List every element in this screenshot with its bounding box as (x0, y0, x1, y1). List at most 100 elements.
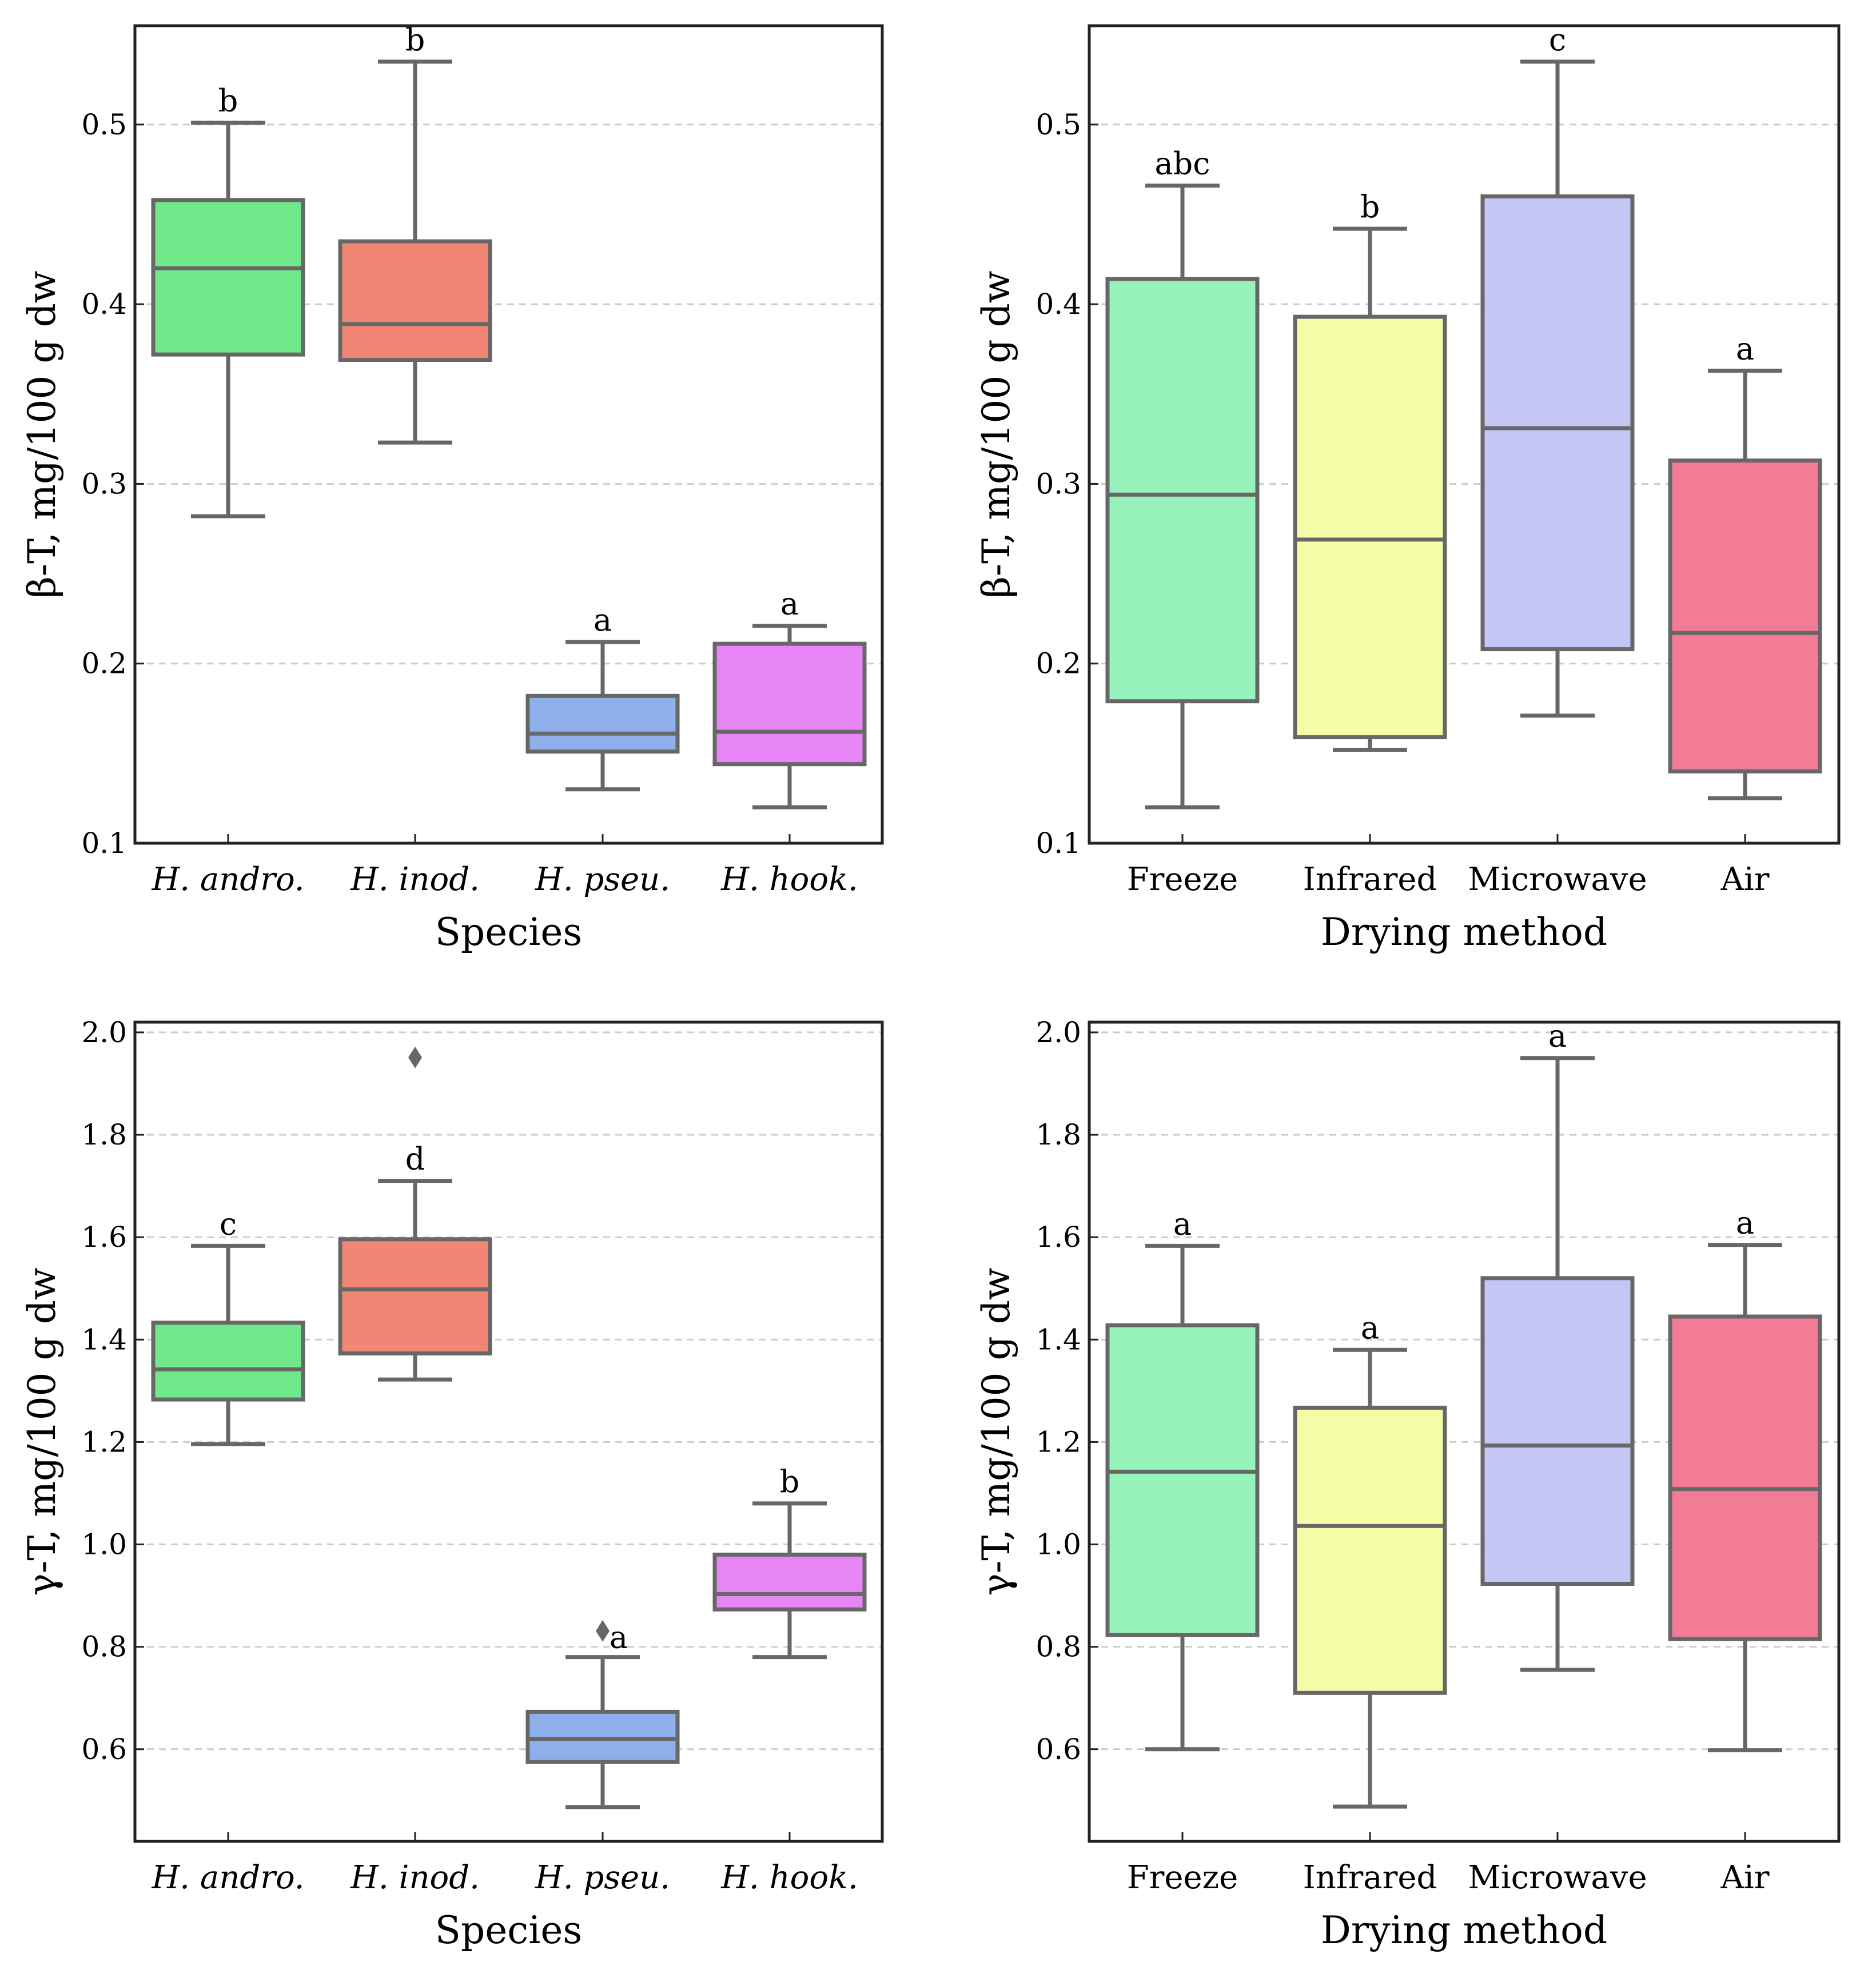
y-tick-label: 0.3 (1035, 467, 1081, 500)
x-tick-label: H. andro. (151, 1859, 304, 1896)
x-axis-title: Drying method (1321, 1908, 1607, 1952)
significance-label: a (780, 586, 799, 622)
y-tick-label: 1.4 (81, 1323, 127, 1356)
significance-label: a (1173, 1206, 1192, 1242)
y-tick-label: 2.0 (81, 1016, 127, 1049)
y-axis-title: γ-T, mg/100 g dw (20, 1267, 64, 1596)
x-axis-title: Drying method (1321, 910, 1607, 954)
significance-label: a (1548, 1018, 1567, 1054)
chart-panel: 0.6 0.8 1.0 1.2 1.4 1.6 1.8 2.0 a Freeze a Infrared… (974, 1016, 1841, 1952)
iqr-box (1105, 1323, 1260, 1637)
x-tick-label: Freeze (1127, 861, 1238, 898)
iqr-box (712, 641, 867, 767)
x-tick-label: H. inod. (350, 1859, 480, 1896)
significance-label: c (1549, 22, 1566, 58)
significance-label: b (405, 22, 425, 58)
significance-label: a (1361, 1310, 1379, 1346)
box-plot: a (525, 602, 680, 792)
significance-label: c (220, 1206, 237, 1242)
y-tick-label: 0.6 (1035, 1733, 1081, 1766)
iqr-box (1480, 1276, 1635, 1586)
significance-label: a (594, 602, 612, 638)
y-tick-label: 1.6 (81, 1221, 127, 1254)
plot-frame (133, 24, 884, 845)
x-tick-label: Freeze (1127, 1859, 1238, 1896)
y-tick-label: 0.1 (1035, 827, 1081, 860)
y-tick-label: 0.1 (81, 827, 127, 860)
iqr-box (151, 1321, 305, 1402)
plot-frame (1088, 24, 1841, 845)
iqr-box (525, 693, 680, 754)
y-axis-title: β-T, mg/100 g dw (20, 271, 64, 599)
iqr-box (1105, 277, 1260, 704)
significance-label: a (1736, 1205, 1754, 1241)
iqr-box (1668, 458, 1822, 773)
box-plot: b (712, 1463, 867, 1660)
box-plot: a (1105, 1206, 1260, 1752)
box-plot: a (1293, 1310, 1447, 1809)
box-plot: c (1480, 22, 1635, 718)
box-plot: b (151, 83, 305, 519)
x-tick-label: Microwave (1468, 1859, 1647, 1896)
significance-label: b (1360, 189, 1380, 225)
y-tick-label: 0.5 (1035, 108, 1081, 141)
y-tick-label: 1.0 (81, 1528, 127, 1561)
x-tick-label: Infrared (1303, 1859, 1437, 1896)
x-tick-label: H. andro. (151, 861, 304, 898)
box-plot: a (525, 1620, 680, 1809)
chart-panel: 0.1 0.2 0.3 0.4 0.5 b H. andro. b H. inod. a H. ps… (20, 22, 884, 954)
iqr-box (151, 198, 305, 357)
y-axis-title: β-T, mg/100 g dw (974, 271, 1018, 599)
y-tick-label: 1.2 (81, 1425, 127, 1458)
outlier-marker (408, 1046, 422, 1068)
box-plot: b (1293, 189, 1447, 752)
y-tick-label: 0.8 (1035, 1630, 1081, 1664)
significance-label: b (218, 83, 238, 119)
chart-panel: 0.6 0.8 1.0 1.2 1.4 1.6 1.8 2.0 c H. andro. d H. in… (20, 1016, 884, 1952)
box-plot: d (338, 1046, 492, 1382)
x-tick-label: H. pseu. (535, 1859, 670, 1896)
box-plot: a (1668, 330, 1822, 800)
x-tick-label: Microwave (1468, 861, 1647, 898)
iqr-box (1668, 1314, 1822, 1641)
x-axis-title: Species (435, 1908, 583, 1952)
significance-label: a (610, 1620, 628, 1656)
x-tick-label: Air (1720, 861, 1769, 898)
significance-label: d (405, 1141, 425, 1177)
x-axis-title: Species (435, 910, 583, 954)
y-tick-label: 0.5 (81, 108, 127, 141)
y-tick-label: 1.8 (1035, 1118, 1081, 1151)
y-tick-label: 1.2 (1035, 1425, 1081, 1458)
box-plot: a (712, 586, 867, 809)
y-tick-label: 0.2 (81, 647, 127, 680)
y-tick-label: 0.6 (81, 1733, 127, 1766)
x-tick-label: H. hook. (720, 1859, 858, 1896)
box-plot: b (338, 22, 492, 445)
y-tick-label: 0.4 (1035, 288, 1081, 321)
significance-label: a (1736, 330, 1754, 366)
iqr-box (1293, 314, 1447, 740)
iqr-box (1293, 1405, 1447, 1695)
iqr-box (338, 239, 492, 362)
box-plot: c (151, 1206, 305, 1446)
y-tick-label: 1.8 (81, 1118, 127, 1151)
plot-frame (1088, 1020, 1841, 1843)
x-tick-label: H. pseu. (535, 861, 670, 898)
x-tick-label: H. inod. (350, 861, 480, 898)
y-tick-label: 0.3 (81, 467, 127, 500)
y-tick-label: 1.4 (1035, 1323, 1081, 1356)
y-axis-title: γ-T, mg/100 g dw (974, 1267, 1018, 1596)
x-tick-label: Air (1720, 1859, 1769, 1896)
box-plot: abc (1105, 146, 1260, 809)
y-tick-label: 2.0 (1035, 1016, 1081, 1049)
x-tick-label: H. hook. (720, 861, 858, 898)
y-tick-label: 0.8 (81, 1630, 127, 1664)
box-plot: a (1480, 1018, 1635, 1672)
iqr-box (1480, 194, 1635, 652)
y-tick-label: 1.0 (1035, 1528, 1081, 1561)
x-tick-label: Infrared (1303, 861, 1437, 898)
box-plot: a (1668, 1205, 1822, 1753)
iqr-box (338, 1237, 492, 1355)
iqr-box (525, 1709, 680, 1764)
